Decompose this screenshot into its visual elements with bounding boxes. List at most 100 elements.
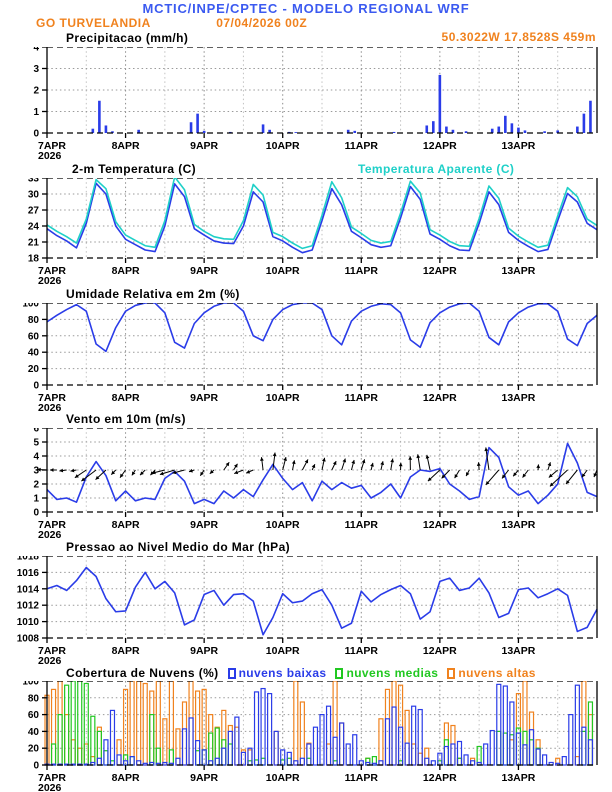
svg-text:0: 0 xyxy=(33,381,39,392)
svg-text:12APR: 12APR xyxy=(423,645,457,657)
svg-text:20: 20 xyxy=(28,744,40,755)
clouds-title-row: Cobertura de Nuvens (%) nuvens baixas nu… xyxy=(66,665,536,681)
humidity-chart: 0 20 40 60 80 100 7APR 8APR 9APR 10APR 11APR 12APR 1… xyxy=(22,303,598,411)
svg-text:10APR: 10APR xyxy=(266,392,300,404)
legend-label-nuvens-baixas: nuvens baixas xyxy=(238,666,327,680)
svg-text:13APR: 13APR xyxy=(501,772,535,784)
svg-text:9APR: 9APR xyxy=(190,519,218,531)
svg-text:2026: 2026 xyxy=(38,529,62,538)
svg-text:8APR: 8APR xyxy=(112,140,140,152)
svg-text:80: 80 xyxy=(28,315,40,326)
svg-text:5: 5 xyxy=(33,438,39,449)
svg-text:8APR: 8APR xyxy=(112,265,140,277)
svg-text:13APR: 13APR xyxy=(501,265,535,277)
svg-text:100: 100 xyxy=(22,303,39,310)
svg-text:9APR: 9APR xyxy=(190,772,218,784)
svg-text:30: 30 xyxy=(28,190,40,201)
svg-text:10APR: 10APR xyxy=(266,519,300,531)
svg-text:12APR: 12APR xyxy=(423,140,457,152)
svg-text:7APR: 7APR xyxy=(38,772,66,784)
svg-text:1010: 1010 xyxy=(17,617,40,628)
svg-text:20: 20 xyxy=(28,364,40,375)
svg-text:2: 2 xyxy=(33,86,39,97)
svg-text:12APR: 12APR xyxy=(423,265,457,277)
svg-text:13APR: 13APR xyxy=(501,645,535,657)
svg-text:0: 0 xyxy=(33,129,39,140)
svg-text:11APR: 11APR xyxy=(345,772,379,784)
nuvens-baixas-swatch-icon xyxy=(227,667,236,679)
svg-text:1018: 1018 xyxy=(17,556,40,563)
station-name: GO TURVELANDIA xyxy=(36,16,151,30)
legend-item-nuvens-baixas: nuvens baixas xyxy=(227,666,327,680)
svg-text:80: 80 xyxy=(28,693,40,704)
svg-text:9APR: 9APR xyxy=(190,140,218,152)
svg-text:1008: 1008 xyxy=(17,634,40,645)
legend-item-nuvens-medias: nuvens medias xyxy=(335,666,438,680)
legend-item-nuvens-altas: nuvens altas xyxy=(447,666,536,680)
svg-text:2026: 2026 xyxy=(38,402,62,411)
svg-text:21: 21 xyxy=(28,238,40,249)
panel-title-pressure: Pressao ao Nivel Medio do Mar (hPa) xyxy=(66,540,291,554)
svg-text:2026: 2026 xyxy=(38,655,62,664)
svg-text:13APR: 13APR xyxy=(501,392,535,404)
svg-text:11APR: 11APR xyxy=(345,519,379,531)
svg-text:1: 1 xyxy=(33,107,39,118)
svg-text:8APR: 8APR xyxy=(112,645,140,657)
header-subtitle: GO TURVELANDIA 07/04/2026 00Z xyxy=(36,16,307,30)
svg-text:24: 24 xyxy=(28,222,40,233)
svg-text:0: 0 xyxy=(33,761,39,772)
legend-label-nuvens-medias: nuvens medias xyxy=(346,666,439,680)
svg-text:13APR: 13APR xyxy=(501,140,535,152)
svg-text:1016: 1016 xyxy=(17,568,40,579)
svg-text:10APR: 10APR xyxy=(266,645,300,657)
wind-chart: 0 1 2 3 4 5 6 7APR 8APR 9APR 10APR 11APR 12APR 13APR 2… xyxy=(33,428,598,538)
svg-text:2026: 2026 xyxy=(38,275,62,284)
svg-text:10APR: 10APR xyxy=(266,265,300,277)
temperature-chart: 18 21 24 27 30 33 7APR 8APR 9APR 10APR 11APR 12APR 1… xyxy=(28,178,598,284)
svg-text:4: 4 xyxy=(33,47,39,54)
svg-text:11APR: 11APR xyxy=(345,140,379,152)
panel-title-wind: Vento em 10m (m/s) xyxy=(66,412,186,426)
svg-text:1014: 1014 xyxy=(17,584,40,595)
svg-text:12APR: 12APR xyxy=(423,772,457,784)
svg-text:10APR: 10APR xyxy=(266,140,300,152)
svg-text:11APR: 11APR xyxy=(345,645,379,657)
svg-text:12APR: 12APR xyxy=(423,519,457,531)
report-title: MCTIC/INPE/CPTEC - MODELO REGIONAL WRF xyxy=(142,1,470,16)
svg-text:1: 1 xyxy=(33,494,39,505)
svg-text:7APR: 7APR xyxy=(38,392,66,404)
svg-text:0: 0 xyxy=(33,508,39,519)
svg-text:2026: 2026 xyxy=(38,782,62,791)
panel-title-apparent-temperature: Temperatura Aparente (C) xyxy=(358,162,515,176)
svg-text:18: 18 xyxy=(28,254,40,265)
panel-title-precipitation: Precipitacao (mm/h) xyxy=(66,31,189,45)
svg-text:3: 3 xyxy=(33,466,39,477)
svg-text:8APR: 8APR xyxy=(112,772,140,784)
precipitation-chart: 0 1 2 3 4 7APR 8APR 9APR 10APR 11APR 12APR 13APR 202… xyxy=(33,47,598,159)
svg-text:100: 100 xyxy=(22,681,39,688)
svg-text:6: 6 xyxy=(33,428,39,435)
legend-label-nuvens-altas: nuvens altas xyxy=(458,666,536,680)
svg-text:8APR: 8APR xyxy=(112,392,140,404)
run-datetime: 07/04/2026 00Z xyxy=(216,16,308,30)
svg-text:33: 33 xyxy=(28,178,40,185)
pressure-chart: 1008 1010 1012 1014 1016 1018 7APR 8APR 9APR 10AP… xyxy=(17,556,598,664)
nuvens-medias-swatch-icon xyxy=(335,667,344,679)
svg-text:8APR: 8APR xyxy=(112,519,140,531)
svg-text:11APR: 11APR xyxy=(345,392,379,404)
svg-text:2: 2 xyxy=(33,480,39,491)
svg-text:40: 40 xyxy=(28,348,40,359)
svg-text:7APR: 7APR xyxy=(38,265,66,277)
svg-text:60: 60 xyxy=(28,710,40,721)
svg-text:4: 4 xyxy=(33,452,39,463)
svg-text:60: 60 xyxy=(28,331,40,342)
panel-title-temperature: 2-m Temperatura (C) xyxy=(72,162,197,176)
svg-text:10APR: 10APR xyxy=(266,772,300,784)
panel-title-clouds: Cobertura de Nuvens (%) xyxy=(66,666,219,680)
nuvens-altas-swatch-icon xyxy=(447,667,456,679)
svg-text:7APR: 7APR xyxy=(38,140,66,152)
svg-text:11APR: 11APR xyxy=(345,265,379,277)
svg-text:27: 27 xyxy=(28,206,40,217)
svg-text:3: 3 xyxy=(33,64,39,75)
